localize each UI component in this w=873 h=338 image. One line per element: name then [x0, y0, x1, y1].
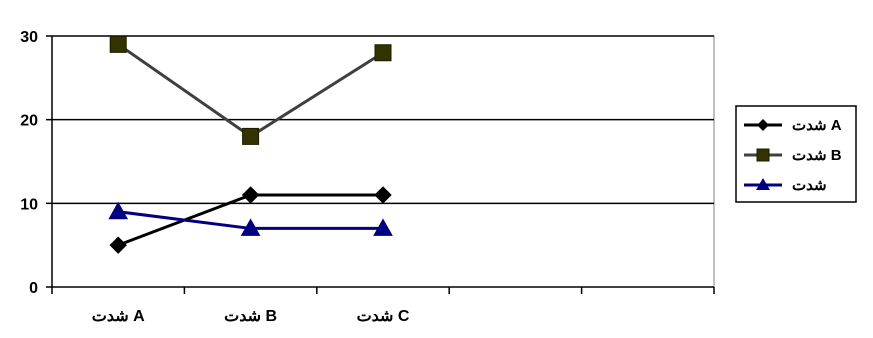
- point-marker: [240, 218, 261, 236]
- x-axis: شدت A شدت B شدت C: [51, 286, 715, 325]
- legend-label: شدت A: [792, 117, 842, 134]
- legend-item: شدت A: [744, 117, 842, 134]
- series-2: [109, 35, 392, 145]
- legend-label: شدت: [792, 177, 827, 194]
- series-3: [108, 201, 393, 236]
- y-tick-label: 20: [20, 113, 38, 130]
- point-marker: [374, 44, 392, 62]
- y-tick-label: 30: [20, 29, 38, 46]
- legend-marker: [756, 178, 770, 190]
- legend-item: شدت B: [744, 147, 842, 164]
- x-tick-label: شدت B: [224, 308, 277, 325]
- series-1: [109, 186, 392, 254]
- point-marker: [373, 218, 393, 236]
- legend-label: شدت B: [792, 147, 842, 164]
- y-tick-label: 0: [29, 280, 38, 297]
- plot-area: 0 10 20 30 شدت A شدت B شدت C: [20, 29, 715, 325]
- y-axis: 0 10 20 30: [20, 29, 53, 297]
- point-marker: [109, 236, 127, 254]
- legend-marker: [757, 119, 769, 131]
- y-tick-label: 10: [20, 196, 38, 213]
- x-tick-label: شدت A: [92, 308, 145, 325]
- point-marker: [109, 35, 127, 53]
- x-tick-label: شدت C: [357, 308, 410, 325]
- plot-frame: [51, 35, 715, 288]
- point-marker: [374, 186, 392, 204]
- legend-item: شدت: [744, 177, 827, 194]
- series-group: [108, 35, 393, 254]
- point-marker: [242, 127, 260, 145]
- point-marker: [241, 186, 260, 204]
- legend: شدت A شدت B شدت: [735, 105, 857, 203]
- legend-marker: [756, 148, 770, 162]
- point-marker: [108, 201, 129, 220]
- legend-items: شدت A شدت B شدت: [744, 117, 842, 194]
